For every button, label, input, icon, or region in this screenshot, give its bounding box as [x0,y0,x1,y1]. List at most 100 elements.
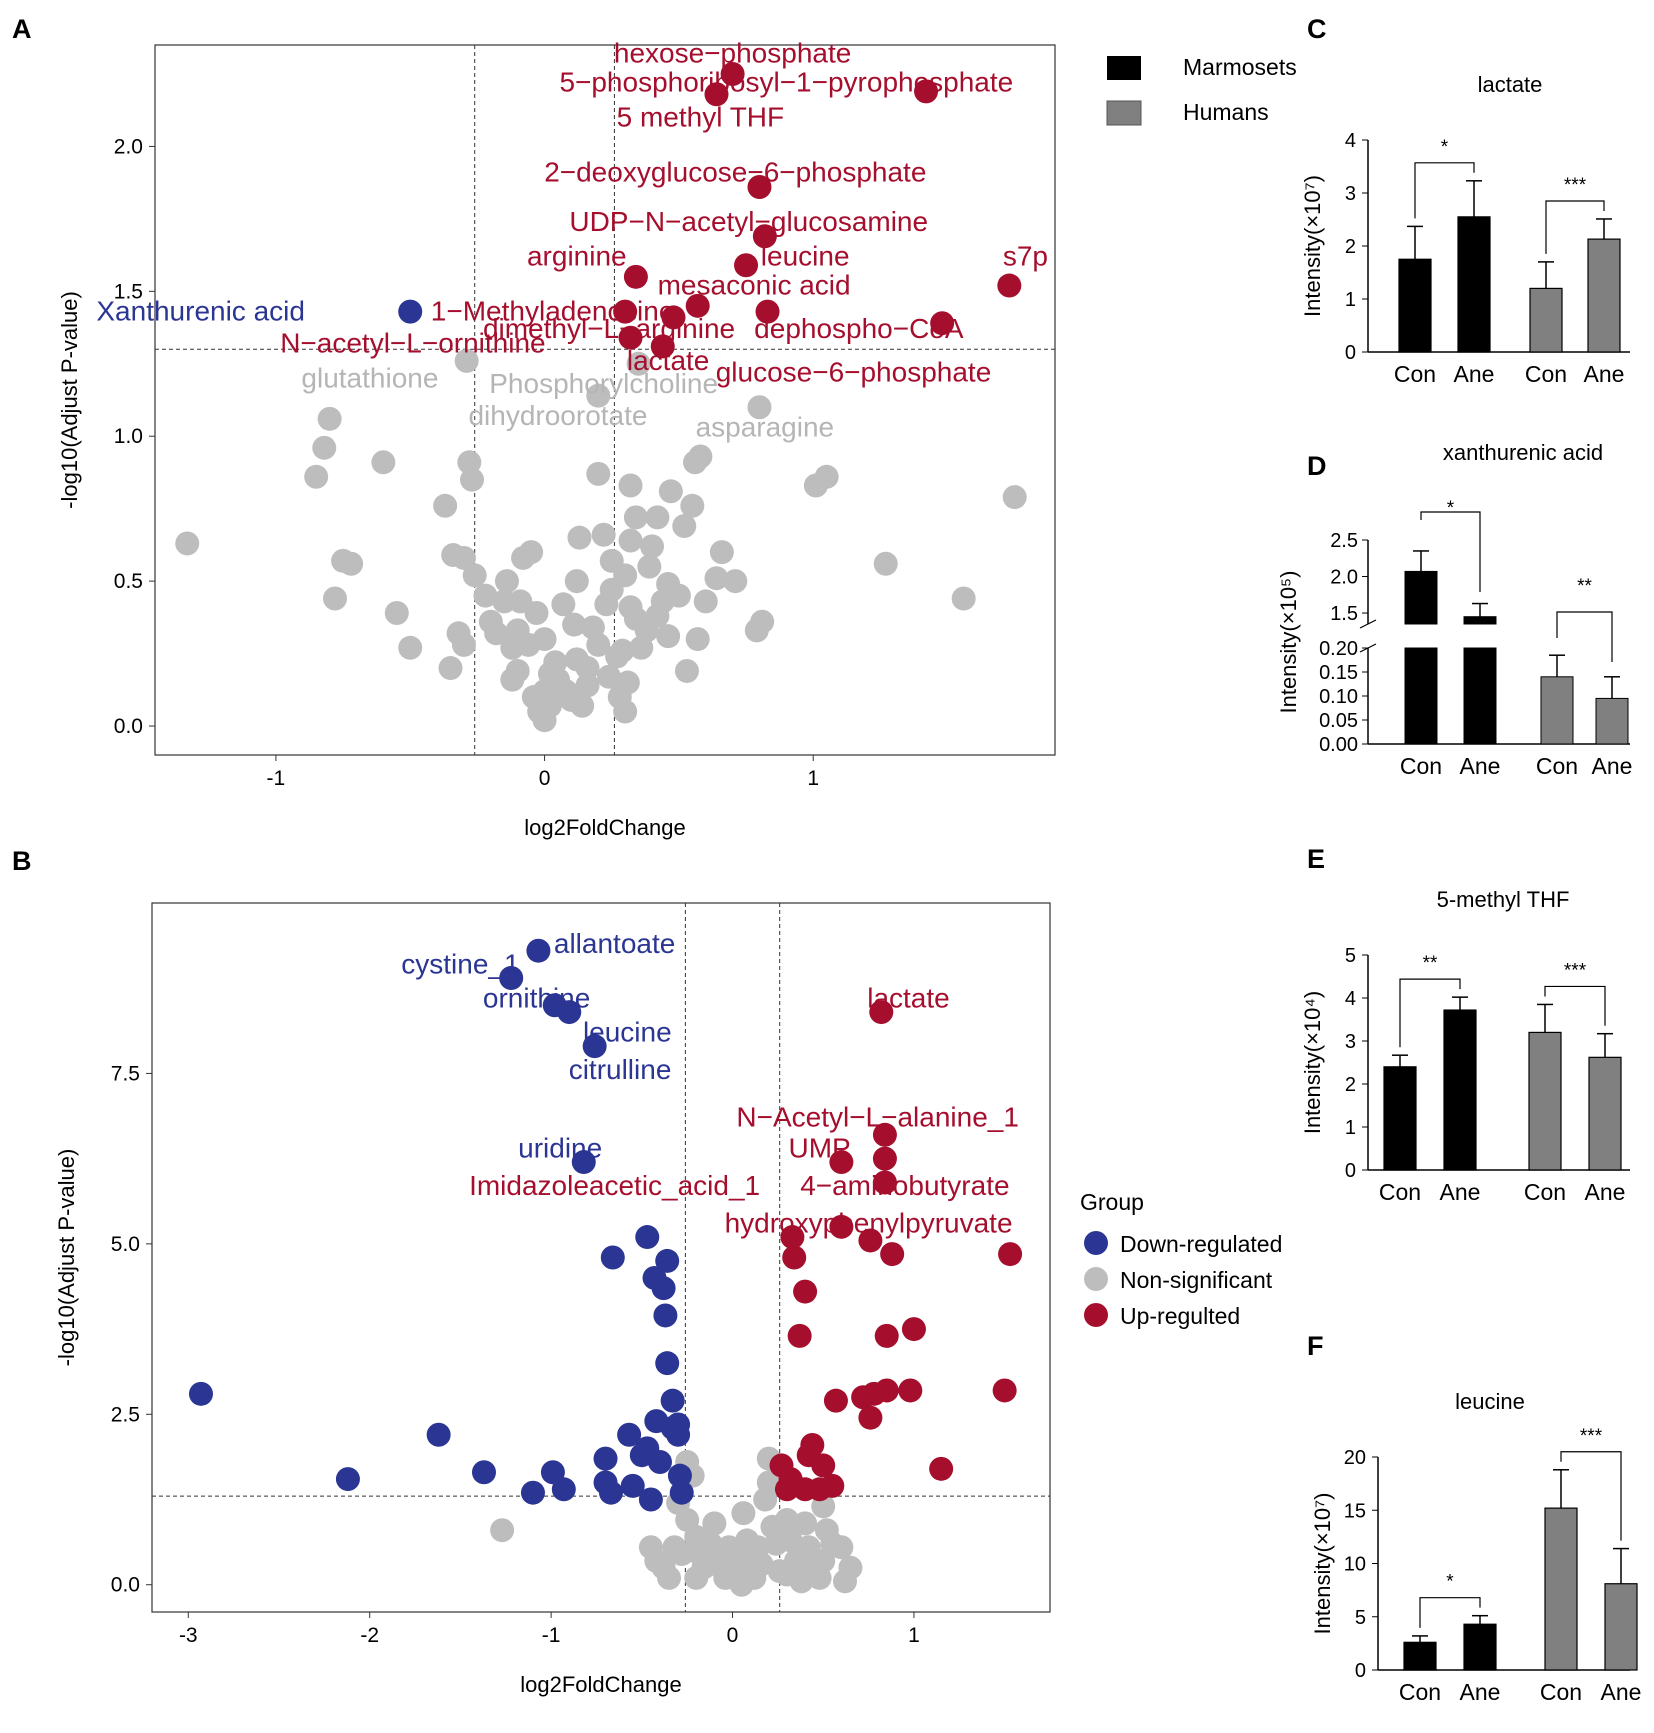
bar [1383,1066,1417,1171]
bar [1587,238,1621,353]
point-up-regulated [914,79,939,104]
y-tick-label: 3 [1345,1031,1356,1053]
point-non-significant [460,467,485,492]
category-label: Ane [1585,1179,1626,1205]
point-up-regulated [755,299,780,324]
point-non-significant [473,583,498,608]
point-non-significant [527,699,552,724]
bar-chart-5-methyl-thf: 5-methyl THF 0 1 2 3 4 5 Intensity(×10⁴) Con Ane C… [1300,887,1630,1205]
point-up-regulated [858,1228,883,1253]
point-label: dimethyl−L−arginine [483,313,735,344]
bar [1529,287,1563,353]
x-tick-label: -1 [542,1624,561,1647]
y-tick-label: 1.5 [1330,603,1358,625]
y-tick-label: 5 [1345,945,1356,967]
point-down-regulated [638,1487,663,1512]
group-legend: Group Down-regulated Non-significant Up-… [1080,1189,1282,1329]
panel-letter-c: C [1307,14,1327,44]
point-label: dihydroorotate [468,400,647,431]
y-tick-label: 0.00 [1319,734,1358,756]
point-non-significant [693,589,718,614]
y-tick-label: 0.05 [1319,710,1358,732]
point-down-regulated [526,938,551,963]
point-up-regulated [930,311,955,336]
point-up-regulated [998,1242,1023,1267]
point-non-significant [454,348,479,373]
y-axis-title: -log10(Adjust P-value) [54,1149,79,1367]
legend-title-group: Group [1080,1189,1144,1215]
point-up-regulated [618,325,643,350]
point-down-regulated [620,1473,645,1498]
legend-label-marmosets: Marmosets [1183,54,1297,80]
point-non-significant [323,586,347,611]
significance-label: ** [1423,953,1438,974]
y-tick-label: 2.5 [111,1403,140,1426]
point-down-regulated [655,1351,680,1376]
point-label: N−Acetyl−L−alanine_1 [736,1102,1019,1133]
point-label: Imidazoleacetic_acid_1 [469,1170,760,1201]
point-up-regulated [901,1317,926,1342]
legend-label-down: Down-regulated [1120,1231,1282,1257]
bar [1540,676,1574,745]
point-non-significant [640,534,665,559]
point-non-significant [629,635,654,660]
point-label: lactate [867,982,950,1013]
point-non-significant [1002,485,1027,510]
point-non-significant [519,540,544,565]
point-non-significant [371,450,396,475]
point-label: Xanthurenic acid [96,296,305,327]
point-non-significant [494,569,519,594]
y-tick-label: 4 [1345,988,1356,1010]
point-up-regulated [752,224,777,249]
category-label: Ane [1601,1679,1642,1705]
point-down-regulated [520,1480,545,1505]
point-non-significant [704,566,729,591]
y-tick-label: 4 [1345,130,1356,152]
category-label: Ane [1460,1679,1501,1705]
point-up-regulated [623,264,648,289]
point-up-regulated [997,273,1022,298]
point-non-significant [774,1507,799,1532]
category-label: Con [1399,1679,1441,1705]
point-down-regulated [647,1450,672,1475]
y-axis-title: -log10(Adjust P-value) [57,291,82,509]
bar [1403,1641,1437,1671]
bar [1463,1623,1497,1671]
point-up-regulated [898,1378,923,1403]
bar [1544,1507,1578,1671]
point-non-significant [951,586,976,611]
point-non-significant [680,493,705,518]
point-up-regulated [800,1432,825,1457]
point-non-significant [586,461,611,486]
point-non-significant [637,554,662,579]
y-tick-label: 0.5 [114,570,143,593]
point-non-significant [716,1535,741,1560]
point-label: asparagine [696,412,835,443]
chart-title: xanthurenic acid [1443,440,1603,465]
point-non-significant [586,383,611,408]
point-non-significant [807,1565,832,1590]
y-tick-label: 0 [1345,342,1356,364]
point-up-regulated [872,1146,897,1171]
point-down-regulated [660,1388,685,1413]
y-axis-title: Intensity(×10⁴) [1300,991,1325,1134]
category-label: Con [1400,753,1442,779]
point-non-significant [505,618,530,643]
point-non-significant [438,656,463,681]
point-non-significant [570,693,595,718]
point-down-regulated [188,1381,213,1406]
panel-letter-e: E [1307,844,1325,874]
significance-bracket [1420,511,1481,592]
point-non-significant [613,699,638,724]
point-non-significant [645,505,670,530]
legend-label-ns: Non-significant [1120,1267,1273,1293]
point-non-significant [672,514,697,539]
significance-label: ** [1577,576,1592,597]
legend-dot-ns [1084,1267,1108,1291]
y-tick-label: 20 [1344,1447,1366,1469]
bar-chart-lactate: lactate 0 1 2 3 4 Intensity(×10⁷) Con Ane Con Ane *… [1300,72,1630,387]
point-non-significant [656,624,681,649]
bar [1528,1031,1562,1171]
point-up-regulated [829,1214,854,1239]
point-non-significant [586,632,611,657]
